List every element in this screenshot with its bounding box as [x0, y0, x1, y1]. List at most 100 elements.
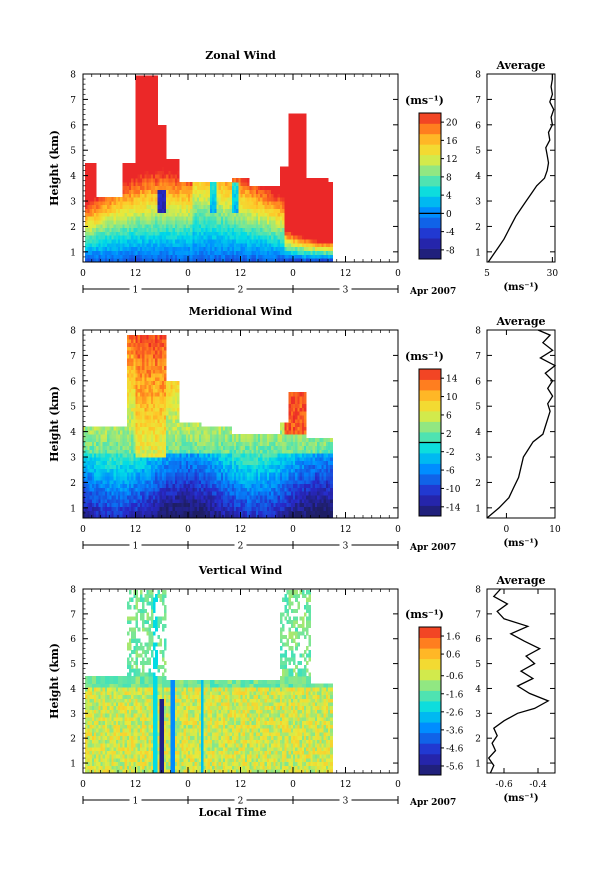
heatmap-cell	[218, 216, 222, 221]
heatmap-cell	[198, 182, 202, 187]
heatmap-cell	[251, 201, 254, 206]
heatmap-cell	[157, 502, 160, 507]
heatmap-cell	[126, 216, 130, 221]
heatmap-cell	[253, 189, 257, 194]
heatmap-cell	[196, 189, 200, 194]
heatmap-cell	[93, 468, 97, 473]
heatmap-cell	[144, 94, 147, 99]
heatmap-cell	[181, 498, 184, 504]
heatmap-cell	[111, 464, 114, 469]
heatmap-cell	[150, 418, 154, 424]
heatmap-cell	[111, 430, 114, 435]
heatmap-cell	[238, 216, 241, 221]
heatmap-cell	[308, 216, 311, 221]
heatmap-cell	[308, 254, 311, 259]
heatmap-cell	[312, 212, 316, 217]
heatmap-cell	[301, 151, 305, 156]
heatmap-cell	[126, 170, 130, 175]
heatmap-cell	[314, 235, 318, 240]
heatmap-cell	[155, 201, 158, 206]
heatmap-cell	[299, 197, 303, 202]
heatmap-cell	[98, 453, 101, 458]
heatmap-cell	[133, 460, 136, 465]
heatmap-cell	[192, 495, 195, 500]
heatmap-cell	[251, 197, 254, 202]
heatmap-cell	[190, 227, 193, 232]
heatmap-cell	[89, 204, 93, 209]
heatmap-cell	[150, 220, 154, 225]
heatmap-cell	[150, 350, 154, 355]
heatmap-cell	[295, 140, 298, 145]
heatmap-cell	[172, 159, 176, 164]
heatmap-cell	[93, 514, 97, 519]
heatmap-cell	[244, 239, 248, 244]
heatmap-cell	[118, 239, 121, 244]
heatmap-cell	[124, 174, 128, 179]
heatmap-cell	[163, 460, 167, 465]
heatmap-cell	[163, 155, 167, 160]
heatmap-cell	[142, 472, 145, 477]
heatmap-cell	[153, 117, 156, 122]
heatmap-cell	[137, 418, 141, 424]
heatmap-cell	[113, 468, 117, 473]
heatmap-cell	[242, 201, 246, 206]
heatmap-cell	[212, 216, 215, 221]
heatmap-cell	[223, 250, 226, 255]
heatmap-cell	[247, 189, 250, 194]
heatmap-cell	[146, 354, 149, 359]
heatmap-cell	[146, 487, 149, 492]
heatmap-cell	[104, 250, 108, 255]
heatmap-cell	[128, 182, 132, 187]
heatmap-cell	[87, 162, 90, 168]
heatmap-cell	[87, 498, 90, 504]
heatmap-cell	[177, 170, 180, 175]
heatmap-cell	[161, 136, 165, 141]
heatmap-cell	[297, 162, 300, 168]
heatmap-cell	[137, 162, 141, 168]
heatmap-cell	[122, 479, 125, 485]
heatmap-cell	[185, 453, 189, 458]
heatmap-cell	[135, 140, 139, 145]
heatmap-cell	[161, 476, 165, 481]
heatmap-cell	[244, 185, 248, 190]
heatmap-cell	[185, 472, 189, 477]
heatmap-cell	[308, 246, 311, 251]
heatmap-cell	[192, 422, 195, 427]
heatmap-cell	[98, 223, 101, 229]
heatmap-cell	[161, 384, 165, 389]
heatmap-cell	[146, 90, 149, 95]
heatmap-cell	[148, 185, 152, 190]
heatmap-cell	[142, 350, 145, 355]
heatmap-cell	[266, 246, 270, 251]
heatmap-cell	[198, 216, 202, 221]
heatmap-cell	[166, 396, 169, 401]
heatmap-cell	[157, 361, 160, 366]
heatmap-cell	[137, 105, 141, 110]
heatmap-cell	[168, 430, 171, 435]
heatmap-cell	[196, 472, 200, 477]
heatmap-cell	[293, 227, 296, 232]
x-tick-label: 12	[340, 269, 351, 279]
heatmap-cell	[196, 434, 200, 439]
heatmap-cell	[297, 250, 300, 255]
heatmap-cell	[122, 201, 125, 206]
heatmap-cell	[271, 185, 274, 190]
heatmap-cell	[325, 235, 329, 240]
heatmap-cell	[190, 239, 193, 244]
heatmap-cell	[150, 90, 154, 95]
heatmap-cell	[150, 476, 154, 481]
heatmap-cell	[242, 189, 246, 194]
heatmap-cell	[142, 426, 145, 431]
heatmap-cell	[268, 223, 272, 229]
heatmap-cell	[107, 495, 110, 500]
heatmap-cell	[135, 170, 139, 175]
heatmap-cell	[96, 449, 99, 454]
heatmap-cell	[214, 242, 217, 248]
heatmap-cell	[124, 204, 128, 209]
heatmap-cell	[273, 254, 276, 259]
heatmap-cell	[290, 216, 294, 221]
heatmap-cell	[317, 197, 320, 202]
heatmap-cell	[301, 121, 305, 126]
heatmap-cell	[247, 197, 250, 202]
heatmap-cell	[159, 369, 163, 374]
